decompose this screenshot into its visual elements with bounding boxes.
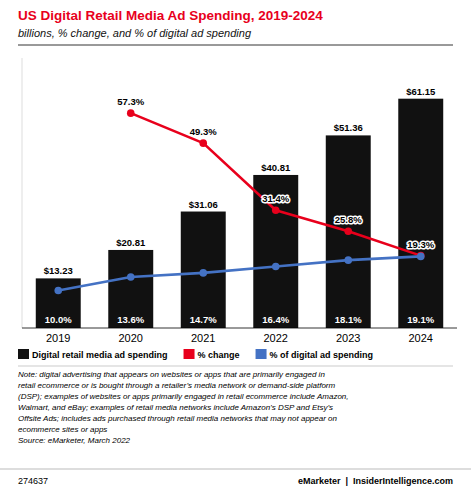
point: [417, 253, 425, 261]
data-label: 10.0%: [45, 314, 72, 325]
x-tick-label: 2024: [409, 332, 433, 344]
data-label: 13.6%: [117, 314, 144, 325]
data-label: 49.3%: [190, 126, 217, 137]
y-range-line: [22, 58, 23, 328]
point: [344, 227, 352, 235]
legend-label: % change: [198, 350, 240, 360]
marks: [36, 99, 443, 328]
bar: [36, 278, 81, 328]
legend-swatch: [184, 349, 195, 359]
bar: [181, 212, 226, 328]
point: [127, 109, 135, 117]
bar: [326, 135, 371, 328]
note-line: Walmart, and eBay; examples of retail me…: [18, 403, 333, 412]
line: [58, 256, 421, 290]
legend-label: Digital retail media ad spending: [32, 350, 168, 360]
footer-rule: [0, 469, 471, 470]
data-label: 14.7%: [190, 314, 217, 325]
footer-left: 274637: [18, 476, 48, 486]
legend-swatch: [18, 349, 29, 359]
note-line: ecommerce sites or apps: [18, 425, 107, 434]
note-line: Offsite Ads; includes ads purchased thro…: [18, 414, 338, 423]
title: US Digital Retail Media Ad Spending, 201…: [18, 8, 323, 23]
note-line: retail ecommerce or is bought through a …: [18, 381, 336, 390]
legend-label: % of digital ad spending: [270, 350, 374, 360]
point: [272, 206, 280, 214]
data-label: 25.8%: [335, 214, 362, 225]
data-label: $20.81: [116, 237, 146, 248]
note-line: (DSP); examples of websites or apps prim…: [18, 392, 349, 401]
data-label: 16.4%: [262, 314, 289, 325]
rule: [18, 366, 453, 367]
data-label: 19.3%: [407, 239, 434, 250]
data-label: $13.23: [44, 265, 73, 276]
bar: [253, 175, 298, 328]
note-line: Note: digital advertising that appears o…: [18, 370, 325, 379]
bar: [108, 250, 153, 328]
bar: [398, 99, 443, 328]
chart: US Digital Retail Media Ad Spending, 201…: [0, 0, 471, 495]
line: [131, 113, 421, 256]
note-line: Source: eMarketer, March 2022: [18, 436, 131, 445]
data-label: $51.36: [334, 122, 363, 133]
point: [344, 256, 352, 264]
data-label: 18.1%: [335, 314, 362, 325]
x-tick-label: 2021: [191, 332, 215, 344]
data-label: 57.3%: [117, 96, 144, 107]
labels: $13.23 $20.81 $31.06 $40.81 $51.36 $61.15 57.3…: [44, 86, 436, 325]
point: [199, 269, 207, 277]
x-tick-label: 2020: [119, 332, 143, 344]
x-axis: [22, 328, 457, 329]
legend-swatch: [256, 349, 267, 359]
footer-right: eMarketer | InsiderIntelligence.com: [298, 476, 453, 486]
point: [199, 139, 207, 147]
data-label: $61.15: [406, 86, 436, 97]
point: [272, 263, 280, 271]
subtitle: billions, % change, and % of digital ad …: [18, 27, 252, 39]
point: [54, 287, 62, 295]
point: [417, 252, 425, 260]
note: Note: digital advertising that appears o…: [18, 370, 349, 445]
x-tick-label: 2022: [264, 332, 288, 344]
x-tick-label: 2019: [46, 332, 70, 344]
x-tick-label: 2023: [336, 332, 360, 344]
rule: [18, 45, 453, 46]
data-label: $40.81: [261, 162, 291, 173]
data-label: 19.1%: [407, 314, 434, 325]
point: [127, 273, 135, 281]
data-label: $31.06: [189, 199, 218, 210]
data-label: 31.4%: [262, 193, 289, 204]
